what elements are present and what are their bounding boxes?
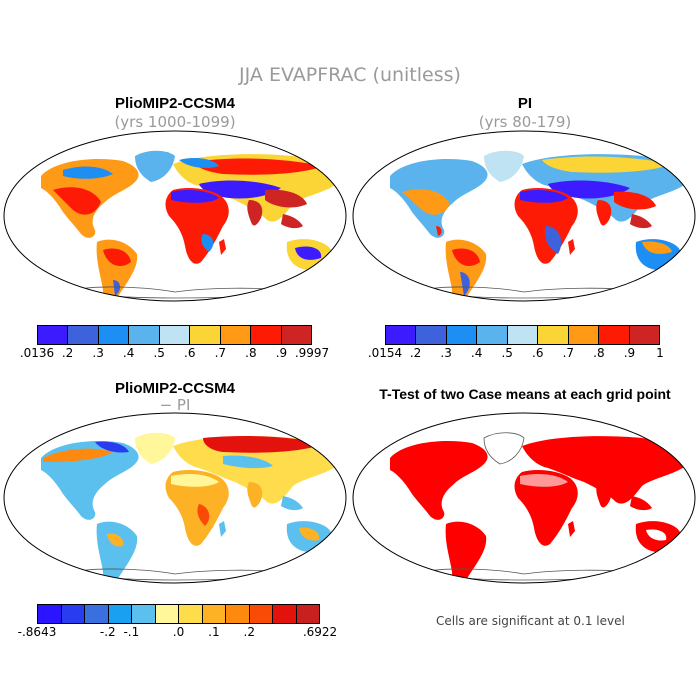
- colorbar-tick-label: .9997: [294, 346, 330, 360]
- panel-subtitle-diff: − PI: [159, 396, 191, 414]
- map-ttest: [352, 412, 696, 584]
- map-plio: [3, 130, 347, 302]
- colorbar-tick-label: 1: [656, 346, 664, 360]
- panel-subtitle-pi: (yrs 80-179): [478, 113, 572, 131]
- colorbar-tick-label: .0: [172, 625, 185, 639]
- colorbar-swatch: [538, 326, 569, 344]
- colorbar-swatch: [477, 326, 508, 344]
- colorbar-swatch: [507, 326, 539, 344]
- panel-title-pi: PI: [517, 95, 533, 112]
- colorbar-swatch: [108, 605, 132, 623]
- colorbar-swatch: [568, 326, 600, 344]
- colorbar-swatch: [629, 326, 659, 344]
- colorbar-tick-label: .7: [214, 346, 227, 360]
- colorbar-swatch: [155, 605, 179, 623]
- colorbar-tick-label: .2: [243, 625, 255, 639]
- colorbar-swatch: [416, 326, 447, 344]
- colorbar-swatch: [38, 605, 62, 623]
- colorbar-swatch: [251, 326, 282, 344]
- colorbar-labels-plio: .0136 .2 .3 .4 .5 .6 .7 .8 .9 .9997: [20, 346, 329, 360]
- colorbar-swatch: [273, 605, 297, 623]
- panel-title-plio: PlioMIP2-CCSM4: [114, 95, 235, 112]
- colorbar-swatch: [202, 605, 226, 623]
- colorbar-swatch: [281, 326, 311, 344]
- colorbar-plio: [37, 325, 312, 345]
- figure-title: JJA EVAPFRAC (unitless): [239, 64, 461, 86]
- colorbar-swatch: [179, 605, 203, 623]
- colorbar-swatch: [249, 605, 273, 623]
- colorbar-swatch: [61, 605, 85, 623]
- colorbar-swatch: [159, 326, 191, 344]
- colorbar-pi: [385, 325, 660, 345]
- colorbar-tick-label: .4: [122, 346, 135, 360]
- colorbar-tick-label: .6: [184, 346, 196, 360]
- colorbar-swatch: [226, 605, 250, 623]
- colorbar-swatch: [132, 605, 156, 623]
- colorbar-tick-label: -.2: [99, 625, 116, 639]
- colorbar-tick-label: .2: [409, 346, 422, 360]
- colorbar-tick-label: -.1: [123, 625, 140, 639]
- significance-note: Cells are significant at 0.1 level: [436, 614, 625, 628]
- colorbar-diff: [37, 604, 320, 624]
- colorbar-swatch: [68, 326, 99, 344]
- colorbar-tick-label: .8: [593, 346, 605, 360]
- colorbar-tick-label: .7: [562, 346, 575, 360]
- colorbar-labels-diff: -.8643 -.2 -.1 .0 .1 .2 .6922: [18, 625, 338, 639]
- colorbar-tick-label: .8: [245, 346, 257, 360]
- colorbar-swatch: [386, 326, 417, 344]
- map-diff: [3, 412, 347, 584]
- colorbar-tick-label: .0154: [367, 346, 403, 360]
- colorbar-tick-label: .4: [470, 346, 483, 360]
- colorbar-swatch: [599, 326, 630, 344]
- colorbar-swatch: [129, 326, 160, 344]
- colorbar-tick-label: .0136: [19, 346, 55, 360]
- map-pi: [352, 130, 696, 302]
- colorbar-tick-label: .2: [61, 346, 74, 360]
- colorbar-swatch: [220, 326, 252, 344]
- colorbar-tick-label: .6: [532, 346, 544, 360]
- colorbar-tick-label: .9: [623, 346, 636, 360]
- colorbar-swatch: [38, 326, 69, 344]
- panel-title-diff: PlioMIP2-CCSM4: [114, 380, 235, 397]
- colorbar-tick-label: -.8643: [17, 625, 57, 639]
- colorbar-labels-pi: .0154 .2 .3 .4 .5 .6 .7 .8 .9 1: [368, 346, 664, 360]
- colorbar-tick-label: .5: [153, 346, 165, 360]
- colorbar-swatch: [98, 326, 130, 344]
- colorbar-swatch: [446, 326, 478, 344]
- panel-title-ttest: T-Test of two Case means at each grid po…: [379, 386, 671, 402]
- panel-subtitle-plio: (yrs 1000-1099): [114, 113, 236, 131]
- colorbar-swatch: [296, 605, 319, 623]
- colorbar-swatch: [190, 326, 221, 344]
- colorbar-tick-label: .3: [440, 346, 452, 360]
- colorbar-tick-label: .1: [208, 625, 220, 639]
- colorbar-tick-label: .9: [275, 346, 288, 360]
- colorbar-tick-label: .6922: [302, 625, 338, 639]
- colorbar-tick-label: .5: [501, 346, 513, 360]
- colorbar-tick-label: .3: [92, 346, 104, 360]
- colorbar-swatch: [85, 605, 109, 623]
